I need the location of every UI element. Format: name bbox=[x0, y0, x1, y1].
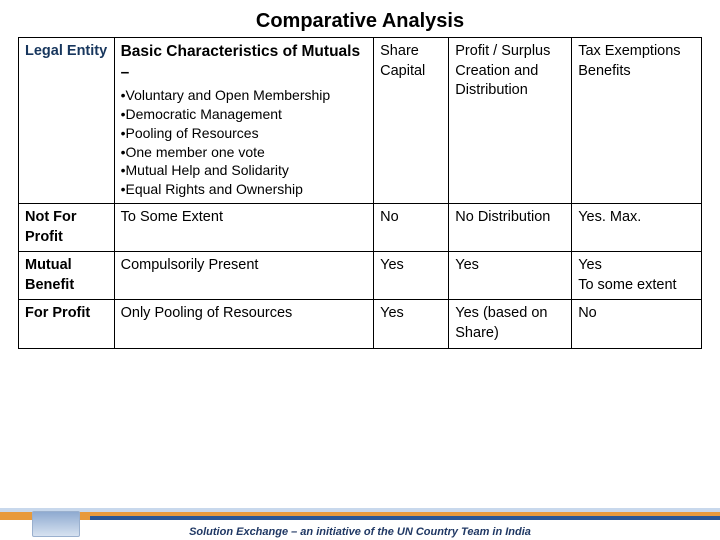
cell-share-capital: Yes bbox=[374, 252, 449, 300]
header-col2-title: Basic Characteristics of Mutuals – bbox=[121, 42, 368, 84]
table-row: Mutual Benefit Compulsorily Present Yes … bbox=[19, 252, 702, 300]
header-share-capital: Share Capital bbox=[374, 38, 449, 204]
header-characteristics: Basic Characteristics of Mutuals – •Volu… bbox=[114, 38, 374, 204]
slide-container: Comparative Analysis Legal Entity Basic … bbox=[0, 0, 720, 540]
slide-title: Comparative Analysis bbox=[18, 10, 702, 33]
cell-legal-entity: Not For Profit bbox=[19, 204, 115, 252]
footer-text: Solution Exchange – an initiative of the… bbox=[0, 526, 720, 538]
table-row: Not For Profit To Some Extent No No Dist… bbox=[19, 204, 702, 252]
header-profit-surplus: Profit / Surplus Creation and Distributi… bbox=[449, 38, 572, 204]
cell-profit: No Distribution bbox=[449, 204, 572, 252]
cell-characteristics: To Some Extent bbox=[114, 204, 374, 252]
cell-characteristics: Compulsorily Present bbox=[114, 252, 374, 300]
table-header-row: Legal Entity Basic Characteristics of Mu… bbox=[19, 38, 702, 204]
cell-legal-entity: For Profit bbox=[19, 300, 115, 348]
comparison-table: Legal Entity Basic Characteristics of Mu… bbox=[18, 37, 702, 349]
header-legal-entity: Legal Entity bbox=[19, 38, 115, 204]
table-row: For Profit Only Pooling of Resources Yes… bbox=[19, 300, 702, 348]
cell-tax: Yes. Max. bbox=[572, 204, 702, 252]
cell-tax: Yes To some extent bbox=[572, 252, 702, 300]
header-col1-text: Legal Entity bbox=[25, 43, 107, 59]
cell-share-capital: No bbox=[374, 204, 449, 252]
cell-tax: No bbox=[572, 300, 702, 348]
cell-profit: Yes bbox=[449, 252, 572, 300]
footer-stripe-blue bbox=[0, 516, 720, 520]
cell-profit: Yes (based on Share) bbox=[449, 300, 572, 348]
footer: Solution Exchange – an initiative of the… bbox=[0, 500, 720, 540]
header-col2-bullets: •Voluntary and Open Membership •Democrat… bbox=[121, 86, 368, 199]
cell-legal-entity: Mutual Benefit bbox=[19, 252, 115, 300]
cell-characteristics: Only Pooling of Resources bbox=[114, 300, 374, 348]
cell-share-capital: Yes bbox=[374, 300, 449, 348]
header-tax-exemptions: Tax Exemptions Benefits bbox=[572, 38, 702, 204]
